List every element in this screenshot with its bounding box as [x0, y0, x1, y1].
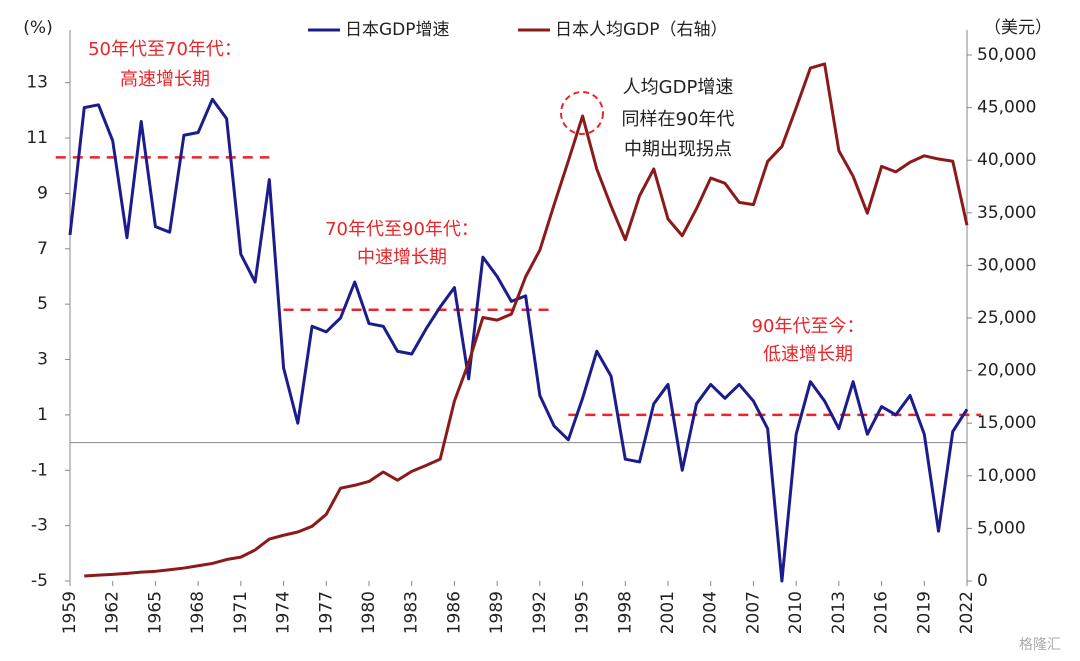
y2-tick-label: 0: [977, 571, 988, 591]
x-tick-label: 1980: [359, 591, 379, 634]
x-tick-label: 1974: [274, 591, 294, 634]
y-tick-label: 5: [37, 294, 48, 314]
x-tick-label: 1962: [103, 591, 123, 634]
y2-tick-label: 45,000: [977, 98, 1036, 118]
x-tick-label: 2007: [743, 591, 763, 634]
x-tick-label: 1986: [444, 591, 464, 634]
data-line: [68, 97, 969, 583]
y-tick-label: 11: [26, 128, 48, 148]
x-tick-label: 1971: [231, 591, 251, 634]
annotation: 中期出现拐点: [624, 139, 732, 160]
annotation: 90年代至今：: [752, 316, 865, 337]
y-tick-label: 1: [37, 405, 48, 425]
x-tick-label: 2016: [872, 591, 892, 634]
y-axis-label: (%): [23, 18, 52, 38]
annotation: 50年代至70年代：: [88, 39, 242, 60]
y2-axis-label: （美元）: [984, 18, 1052, 38]
x-tick-label: 2019: [914, 591, 934, 634]
y2-tick-label: 35,000: [977, 203, 1036, 223]
x-tick-label: 1992: [530, 591, 550, 634]
y-tick-label: 9: [37, 183, 48, 203]
annotation: 70年代至90年代：: [325, 219, 479, 240]
x-tick-label: 1968: [188, 591, 208, 634]
annotation: 同样在90年代: [622, 109, 735, 130]
data-line: [84, 62, 969, 578]
y2-tick-label: 50,000: [977, 45, 1036, 65]
annotation: 高速增长期: [120, 69, 210, 90]
y2-tick-label: 25,000: [977, 308, 1036, 328]
x-tick-label: 2013: [829, 591, 849, 634]
legend-label: 日本GDP增速: [345, 20, 450, 40]
x-tick-label: 1959: [60, 591, 80, 634]
legend-label: 日本人均GDP（右轴）: [555, 20, 728, 40]
y2-tick-label: 5,000: [977, 518, 1026, 538]
y2-tick-label: 15,000: [977, 413, 1036, 433]
x-tick-label: 2001: [658, 591, 678, 634]
y-tick-label: -5: [31, 571, 48, 591]
annotation: 中速增长期: [357, 247, 447, 268]
y2-tick-label: 20,000: [977, 361, 1036, 381]
y-tick-label: 7: [37, 239, 48, 259]
x-tick-label: 1983: [402, 591, 422, 634]
annotation: 低速增长期: [763, 344, 853, 365]
y2-tick-label: 10,000: [977, 466, 1036, 486]
y-tick-label: -3: [31, 516, 48, 536]
x-tick-label: 2004: [701, 591, 721, 634]
x-tick-label: 1977: [316, 591, 336, 634]
y2-tick-label: 40,000: [977, 150, 1036, 170]
annotation: 人均GDP增速: [623, 77, 734, 98]
y-tick-label: 3: [37, 350, 48, 370]
x-tick-label: 2010: [786, 591, 806, 634]
y-tick-label: -1: [31, 460, 48, 480]
y2-tick-label: 30,000: [977, 255, 1036, 275]
x-tick-label: 1989: [487, 591, 507, 634]
x-tick-label: 2022: [957, 591, 977, 634]
y-tick-label: 13: [26, 73, 48, 93]
highlight-circle: [560, 91, 604, 135]
x-tick-label: 1998: [615, 591, 635, 634]
x-tick-label: 1995: [573, 591, 593, 634]
watermark: 格隆汇: [1019, 637, 1061, 653]
x-tick-label: 1965: [145, 591, 165, 634]
